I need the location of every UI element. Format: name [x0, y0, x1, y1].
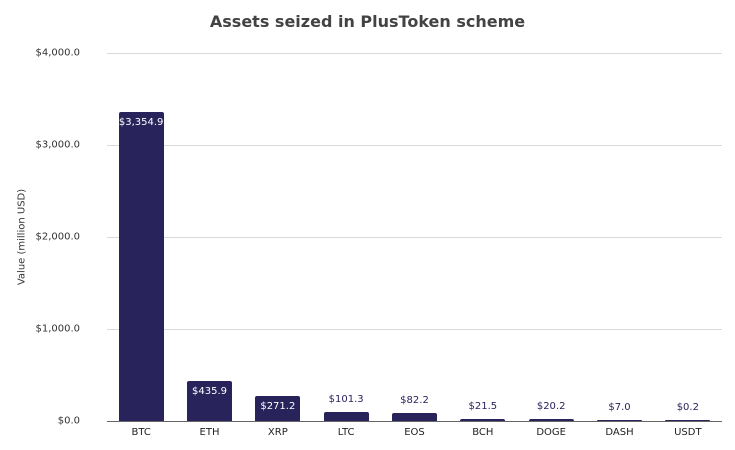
x-tick-label: DOGE — [536, 427, 566, 438]
y-tick-label: $2,000.0 — [35, 231, 80, 243]
data-label: $82.2 — [400, 395, 429, 407]
y-axis-label: Value (million USD) — [16, 188, 28, 286]
x-tick-label: USDT — [674, 427, 702, 438]
data-label: $0.2 — [676, 402, 699, 413]
x-tick-label: EOS — [404, 427, 425, 438]
x-tick-label: LTC — [337, 427, 355, 438]
gridline — [107, 53, 722, 54]
chart-title: Assets seized in PlusToken scheme — [209, 12, 526, 31]
x-tick-label: BCH — [472, 427, 494, 438]
bar-usdt[interactable] — [665, 420, 711, 421]
data-label: $3,354.9 — [118, 117, 164, 129]
bar-dash[interactable] — [597, 420, 642, 421]
bar-eth[interactable] — [187, 380, 232, 421]
bar-ltc[interactable] — [323, 411, 369, 421]
y-tick-label: $3,000.0 — [35, 139, 80, 151]
x-axis-line — [107, 421, 722, 422]
gridline — [107, 329, 722, 330]
data-label: $101.3 — [328, 393, 364, 405]
bar-btc[interactable] — [118, 112, 164, 421]
data-label: $20.2 — [536, 401, 566, 413]
x-tick-label: XRP — [267, 427, 288, 438]
y-tick-label: $1,000.0 — [35, 323, 80, 335]
x-tick-label: DASH — [605, 427, 634, 438]
x-tick-label: BTC — [131, 427, 151, 438]
gridline — [107, 145, 722, 146]
bar-doge[interactable] — [528, 419, 574, 421]
bar-bch[interactable] — [460, 419, 506, 421]
bar-eos[interactable] — [392, 413, 437, 421]
x-tick-label: ETH — [199, 427, 220, 438]
data-label: $271.2 — [260, 401, 296, 413]
data-label: $7.0 — [608, 402, 631, 413]
data-label: $21.5 — [468, 401, 498, 413]
data-label: $435.9 — [192, 385, 227, 397]
y-tick-label: $4,000.0 — [35, 47, 80, 59]
y-tick-label: $0.0 — [57, 415, 80, 427]
bar-xrp[interactable] — [255, 396, 301, 421]
gridline — [107, 237, 722, 238]
